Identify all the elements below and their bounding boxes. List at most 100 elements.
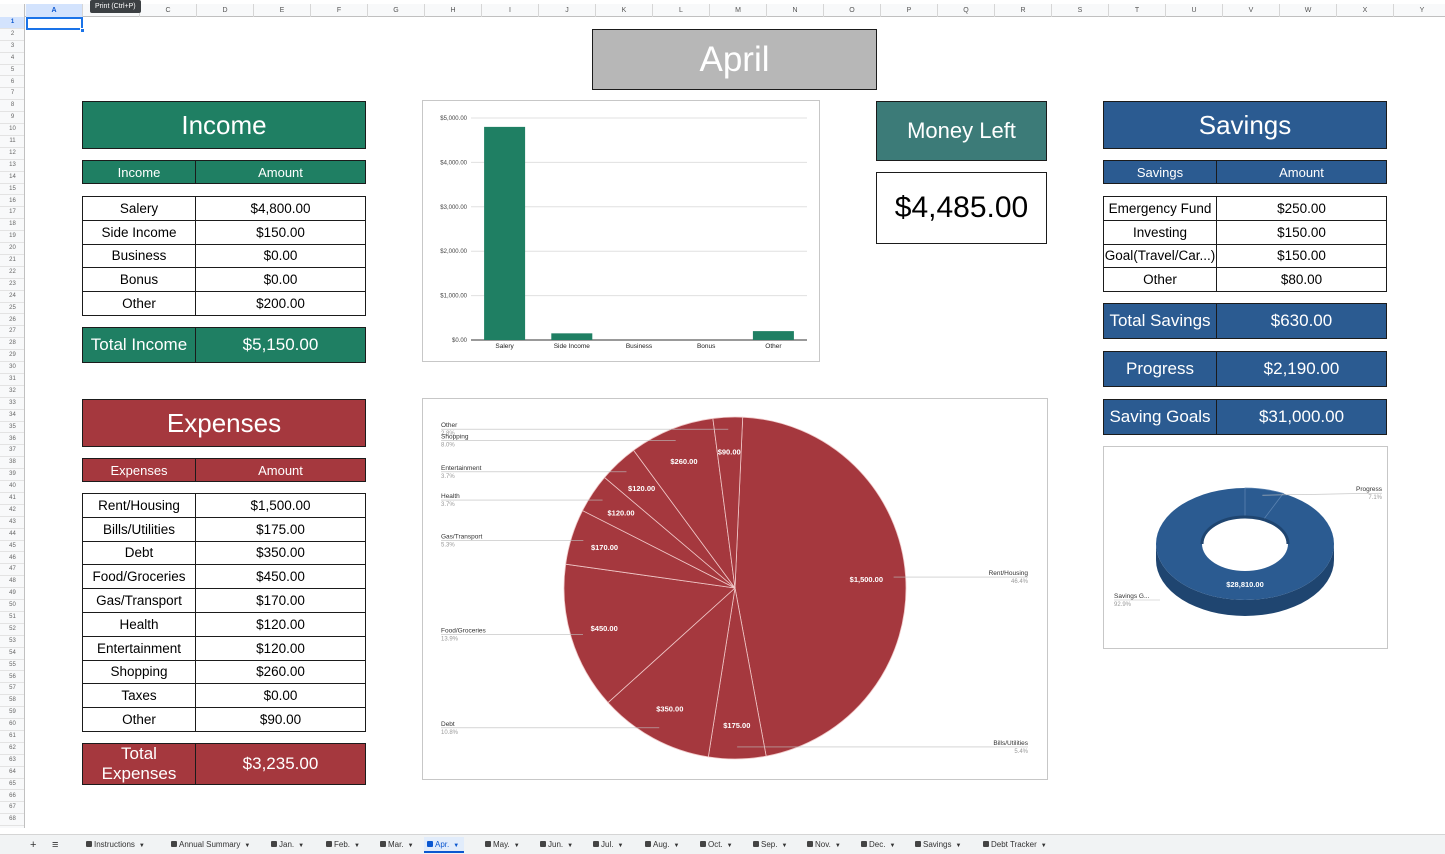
row-header[interactable]: 47: [0, 564, 24, 577]
expense-label[interactable]: Entertainment: [82, 635, 196, 661]
row-header[interactable]: 21: [0, 255, 24, 267]
income-amount[interactable]: $4,800.00: [195, 196, 366, 221]
sheet-tab[interactable]: Sep. ▼: [750, 837, 792, 853]
row-header[interactable]: 55: [0, 660, 24, 672]
sheet-tab[interactable]: Mar. ▼: [377, 837, 419, 853]
chevron-down-icon[interactable]: ▼: [617, 843, 624, 849]
row-header[interactable]: 8: [0, 100, 24, 113]
income-bar-chart[interactable]: $0.00 $1,000.00 $2,000.00 $3,000.00 $4,000.0…: [422, 100, 820, 362]
row-header[interactable]: 11: [0, 136, 24, 148]
row-header[interactable]: 48: [0, 576, 24, 589]
column-header-d[interactable]: D: [197, 4, 254, 17]
expense-label[interactable]: Taxes: [82, 683, 196, 709]
row-header[interactable]: 60: [0, 719, 24, 731]
chevron-down-icon[interactable]: ▼: [513, 843, 520, 849]
savings-amount[interactable]: $150.00: [1216, 219, 1387, 245]
savings-label[interactable]: Emergency Fund: [1103, 196, 1217, 221]
row-header[interactable]: 20: [0, 243, 24, 255]
expense-amount[interactable]: $175.00: [195, 516, 366, 542]
savings-amount[interactable]: $80.00: [1216, 267, 1387, 293]
row-header[interactable]: 29: [0, 350, 24, 363]
row-header[interactable]: 6: [0, 77, 24, 89]
sheet-tab[interactable]: Savings ▼: [912, 837, 966, 853]
all-sheets-menu-icon[interactable]: ≡: [52, 839, 59, 851]
row-header[interactable]: 44: [0, 529, 24, 541]
row-header[interactable]: 52: [0, 624, 24, 636]
row-header[interactable]: 59: [0, 707, 24, 720]
column-header-u[interactable]: U: [1166, 4, 1223, 17]
column-header-f[interactable]: F: [311, 4, 368, 17]
savings-donut-chart[interactable]: $28,810.00 Progress 7.1% Savings G... 92.9%: [1103, 446, 1388, 649]
expense-label[interactable]: Debt: [82, 540, 196, 566]
chevron-down-icon[interactable]: ▼: [298, 843, 305, 849]
sheet-tab[interactable]: Aug. ▼: [642, 837, 684, 853]
chevron-down-icon[interactable]: ▼: [726, 843, 733, 849]
column-header-l[interactable]: L: [653, 4, 710, 17]
savings-amount[interactable]: $150.00: [1216, 243, 1387, 269]
row-header[interactable]: 46: [0, 553, 24, 565]
row-header[interactable]: 2: [0, 29, 24, 41]
column-header-e[interactable]: E: [254, 4, 311, 17]
chevron-down-icon[interactable]: ▼: [138, 843, 145, 849]
sheet-tab[interactable]: Feb. ▼: [323, 837, 365, 853]
expenses-pie-chart[interactable]: $1,500.00 Rent/Housing 46.4% $175.00 Bills/U…: [422, 398, 1048, 780]
expense-amount[interactable]: $90.00: [195, 707, 366, 732]
income-amount[interactable]: $150.00: [195, 219, 366, 245]
row-header[interactable]: 65: [0, 779, 24, 791]
sheet-tab[interactable]: Debt Tracker ▼: [980, 837, 1052, 853]
row-header[interactable]: 15: [0, 184, 24, 196]
chevron-down-icon[interactable]: ▼: [407, 843, 414, 849]
sheet-tab[interactable]: Instructions ▼: [83, 837, 150, 853]
row-header[interactable]: 34: [0, 410, 24, 422]
row-header[interactable]: 27: [0, 326, 24, 339]
column-header-y[interactable]: Y: [1394, 4, 1445, 17]
expense-label[interactable]: Rent/Housing: [82, 493, 196, 518]
row-header[interactable]: 57: [0, 683, 24, 696]
row-header[interactable]: 58: [0, 695, 24, 708]
expense-label[interactable]: Other: [82, 707, 196, 732]
expense-amount[interactable]: $120.00: [195, 611, 366, 637]
sheet-tab[interactable]: May. ▼: [482, 837, 525, 853]
column-header-p[interactable]: P: [881, 4, 938, 17]
row-header[interactable]: 17: [0, 207, 24, 220]
chevron-down-icon[interactable]: ▼: [244, 843, 251, 849]
expense-amount[interactable]: $350.00: [195, 540, 366, 566]
savings-label[interactable]: Investing: [1103, 219, 1217, 245]
income-amount[interactable]: $0.00: [195, 267, 366, 293]
row-header[interactable]: 18: [0, 219, 24, 232]
column-header-v[interactable]: V: [1223, 4, 1280, 17]
add-sheet-button[interactable]: +: [30, 839, 37, 851]
row-header[interactable]: 45: [0, 541, 24, 553]
income-amount[interactable]: $200.00: [195, 291, 366, 316]
row-header[interactable]: 42: [0, 505, 24, 517]
row-header[interactable]: 41: [0, 493, 24, 505]
row-header[interactable]: 5: [0, 65, 24, 77]
expense-label[interactable]: Bills/Utilities: [82, 516, 196, 542]
column-header-x[interactable]: X: [1337, 4, 1394, 17]
row-header[interactable]: 10: [0, 124, 24, 136]
expense-amount[interactable]: $170.00: [195, 588, 366, 613]
row-header[interactable]: 53: [0, 636, 24, 648]
row-header[interactable]: 36: [0, 434, 24, 446]
column-header-h[interactable]: H: [425, 4, 482, 17]
row-header[interactable]: 26: [0, 315, 24, 327]
row-header[interactable]: 14: [0, 172, 24, 184]
row-header[interactable]: 66: [0, 791, 24, 803]
row-header[interactable]: 25: [0, 303, 24, 315]
row-header[interactable]: 16: [0, 196, 24, 208]
row-header[interactable]: 37: [0, 445, 24, 458]
row-header[interactable]: 63: [0, 755, 24, 767]
row-header[interactable]: 50: [0, 600, 24, 612]
column-header-k[interactable]: K: [596, 4, 653, 17]
row-header[interactable]: 23: [0, 279, 24, 291]
sheet-tab[interactable]: Dec. ▼: [858, 837, 900, 853]
column-header-c[interactable]: C: [140, 4, 197, 17]
column-header-a[interactable]: A: [26, 4, 83, 17]
savings-amount[interactable]: $250.00: [1216, 196, 1387, 221]
column-header-o[interactable]: O: [824, 4, 881, 17]
column-header-t[interactable]: T: [1109, 4, 1166, 17]
row-header[interactable]: 31: [0, 374, 24, 386]
sheet-tab[interactable]: Annual Summary ▼: [168, 837, 255, 853]
sheet-tab[interactable]: Oct. ▼: [697, 837, 738, 853]
row-header[interactable]: 13: [0, 160, 24, 172]
